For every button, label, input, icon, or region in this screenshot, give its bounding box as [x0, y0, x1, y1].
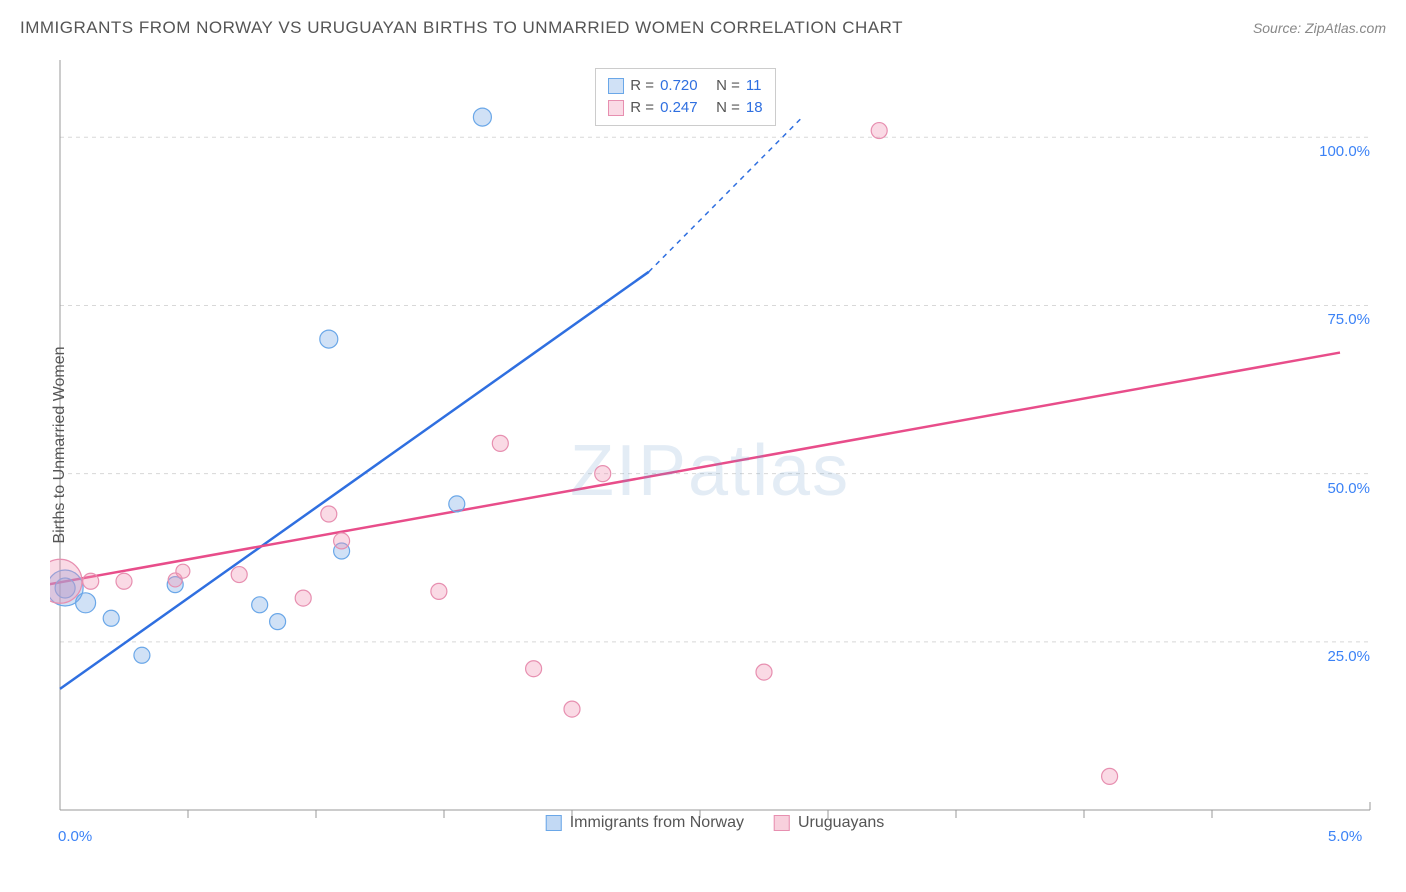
series-legend: Immigrants from Norway Uruguayans	[546, 814, 885, 832]
y-tick-label: 25.0%	[1327, 648, 1370, 665]
stat-n-label: N =	[704, 97, 740, 119]
x-tick-label: 0.0%	[58, 828, 92, 845]
y-tick-label: 75.0%	[1327, 311, 1370, 328]
chart-header: IMMIGRANTS FROM NORWAY VS URUGUAYAN BIRT…	[20, 18, 1386, 38]
legend-swatch	[546, 815, 562, 831]
legend-row: R = 0.720 N = 11	[608, 75, 762, 97]
stat-r-value: 0.720	[660, 75, 698, 97]
legend-row: R = 0.247 N = 18	[608, 97, 762, 119]
x-tick-label: 5.0%	[1328, 828, 1362, 845]
legend-item: Immigrants from Norway	[546, 814, 744, 832]
chart-title: IMMIGRANTS FROM NORWAY VS URUGUAYAN BIRT…	[20, 18, 903, 38]
scatter-chart	[50, 50, 1380, 840]
legend-label: Uruguayans	[798, 814, 884, 832]
stat-n-value: 18	[746, 97, 763, 119]
chart-source: Source: ZipAtlas.com	[1253, 20, 1386, 36]
stat-r-label: R =	[630, 97, 654, 119]
legend-swatch	[774, 815, 790, 831]
legend-label: Immigrants from Norway	[570, 814, 744, 832]
legend-swatch	[608, 78, 624, 94]
plot-area: Births to Unmarried Women ZIPatlas 25.0%…	[50, 50, 1380, 840]
correlation-legend: R = 0.720 N = 11 R = 0.247 N = 18	[595, 68, 775, 126]
y-axis-label: Births to Unmarried Women	[51, 346, 69, 543]
y-tick-label: 50.0%	[1327, 480, 1370, 497]
stat-r-label: R =	[630, 75, 654, 97]
legend-swatch	[608, 100, 624, 116]
y-tick-label: 100.0%	[1319, 143, 1370, 160]
stat-n-value: 11	[746, 75, 762, 97]
legend-item: Uruguayans	[774, 814, 884, 832]
stat-r-value: 0.247	[660, 97, 698, 119]
stat-n-label: N =	[704, 75, 740, 97]
